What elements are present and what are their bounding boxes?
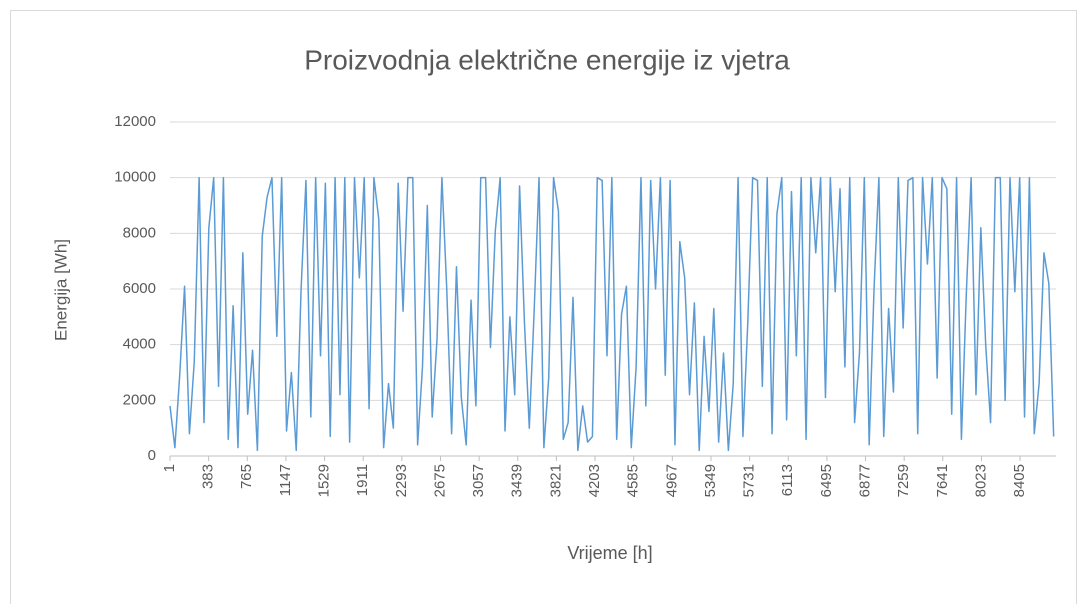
y-tick-label: 12000 bbox=[114, 113, 156, 130]
x-tick-label: 765 bbox=[238, 464, 255, 489]
x-tick-label: 7259 bbox=[895, 464, 912, 497]
x-tick-label: 7641 bbox=[934, 464, 951, 497]
y-tick-label: 6000 bbox=[123, 280, 156, 297]
y-tick-label: 10000 bbox=[114, 169, 156, 186]
x-tick-label: 6113 bbox=[779, 464, 796, 496]
x-tick-label: 6877 bbox=[856, 464, 873, 497]
y-tick-label: 8000 bbox=[123, 224, 156, 241]
x-tick-label: 8023 bbox=[972, 464, 989, 497]
chart-border bbox=[10, 10, 1077, 604]
x-tick-label: 5349 bbox=[702, 464, 719, 497]
x-tick-label: 1529 bbox=[316, 464, 333, 497]
x-tick-label: 8405 bbox=[1011, 464, 1028, 497]
y-axis-label: Energija [Wh] bbox=[51, 239, 70, 341]
x-tick-label: 383 bbox=[200, 464, 217, 489]
x-tick-label: 2293 bbox=[393, 464, 410, 497]
x-tick-label: 1147 bbox=[277, 464, 294, 496]
x-tick-label: 2675 bbox=[431, 464, 448, 497]
y-tick-label: 4000 bbox=[123, 336, 156, 353]
x-tick-label: 4203 bbox=[586, 464, 603, 497]
x-tick-label: 3057 bbox=[470, 464, 487, 497]
y-tick-label: 0 bbox=[148, 447, 156, 464]
x-tick-label: 4967 bbox=[663, 464, 680, 497]
x-tick-label: 4585 bbox=[625, 464, 642, 497]
x-tick-label: 1911 bbox=[354, 464, 371, 496]
x-tick-label: 6495 bbox=[818, 464, 835, 497]
y-tick-label: 2000 bbox=[123, 391, 156, 408]
x-tick-label: 3439 bbox=[509, 464, 526, 497]
x-tick-label: 5731 bbox=[741, 464, 758, 497]
chart-title: Proizvodnja električne energije iz vjetr… bbox=[304, 44, 790, 75]
x-axis-label: Vrijeme [h] bbox=[567, 543, 652, 563]
data-line bbox=[169, 176, 1055, 452]
x-tick-label: 1 bbox=[161, 464, 178, 472]
x-tick-label: 3821 bbox=[547, 464, 564, 497]
